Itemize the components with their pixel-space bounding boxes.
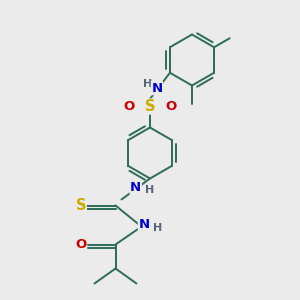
Text: O: O <box>165 100 177 113</box>
Text: S: S <box>76 198 86 213</box>
Text: O: O <box>123 100 135 113</box>
Text: N: N <box>138 218 150 232</box>
Text: H: H <box>143 79 153 88</box>
Text: N: N <box>152 82 163 94</box>
Text: H: H <box>145 184 154 195</box>
Text: H: H <box>153 223 162 233</box>
Text: O: O <box>75 238 87 251</box>
Text: S: S <box>145 99 155 114</box>
Text: N: N <box>130 181 141 194</box>
